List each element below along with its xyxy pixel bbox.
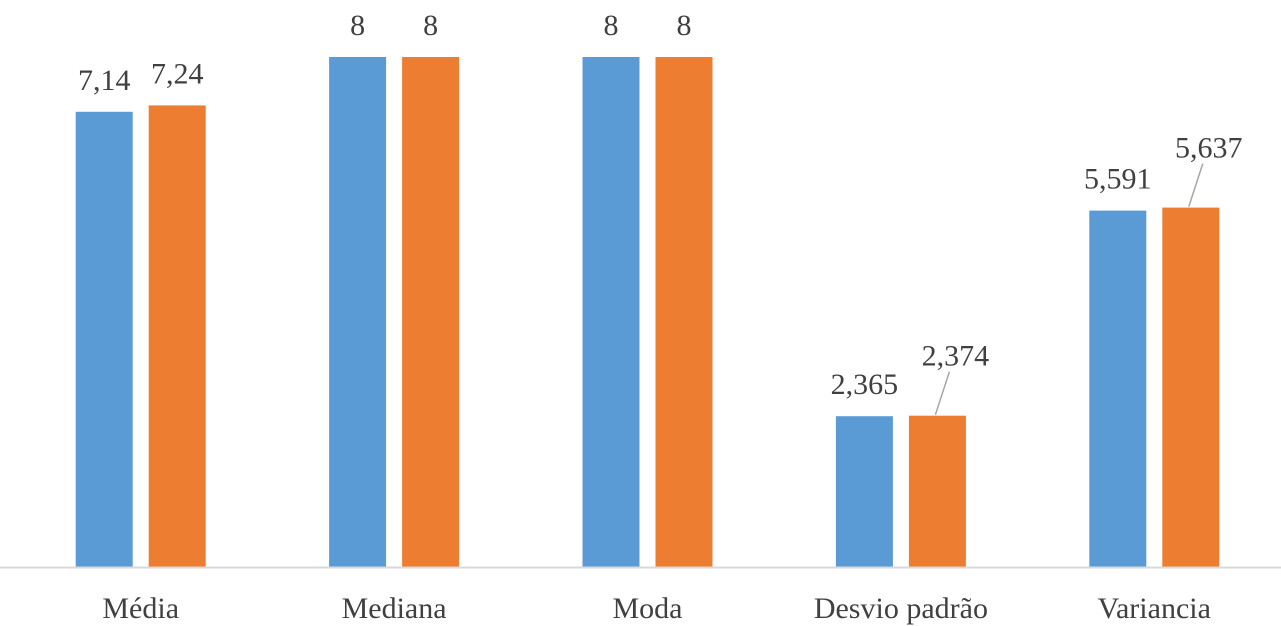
leader-line-variancia-series-2 xyxy=(1188,163,1204,207)
leader-lines-layer xyxy=(934,163,1204,415)
value-label-media-series-2: 7,24 xyxy=(151,57,204,90)
value-label-variancia-series-2: 5,637 xyxy=(1175,132,1243,165)
bar-variancia-series-1 xyxy=(1089,210,1147,567)
value-label-media-series-1: 7,14 xyxy=(78,64,131,97)
bars-layer xyxy=(75,57,1220,568)
value-label-moda-series-1: 8 xyxy=(604,9,619,42)
category-label-variancia: Variancia xyxy=(1098,592,1211,625)
value-label-variancia-series-1: 5,591 xyxy=(1084,163,1152,196)
bar-mediana-series-1 xyxy=(329,57,387,567)
category-label-mediana: Mediana xyxy=(342,592,447,625)
category-labels-layer: Média Mediana Moda Desvio padrão Variancia xyxy=(102,592,1211,625)
category-label-desvio-padrao: Desvio padrão xyxy=(814,592,988,625)
category-label-media: Média xyxy=(102,592,179,625)
leader-line-desvio-padrao-series-2 xyxy=(934,371,951,415)
bar-moda-series-2 xyxy=(655,57,713,567)
value-labels-layer: 7,14 7,24 8 8 8 8 2,365 2,374 5,591 5,637 xyxy=(78,9,1243,401)
bar-desvio-padrao-series-2 xyxy=(908,415,966,567)
category-label-moda: Moda xyxy=(613,592,683,625)
value-label-moda-series-2: 8 xyxy=(677,9,692,42)
value-label-desvio-padrao-series-1: 2,365 xyxy=(831,368,899,401)
value-label-mediana-series-2: 8 xyxy=(423,9,438,42)
bar-mediana-series-2 xyxy=(402,57,460,567)
bar-moda-series-1 xyxy=(582,57,640,567)
bar-variancia-series-2 xyxy=(1162,207,1220,567)
value-label-mediana-series-1: 8 xyxy=(350,9,365,42)
bar-desvio-padrao-series-1 xyxy=(835,416,893,567)
bar-media-series-1 xyxy=(75,111,133,568)
bar-media-series-2 xyxy=(148,105,206,568)
value-label-desvio-padrao-series-2: 2,374 xyxy=(922,340,990,373)
